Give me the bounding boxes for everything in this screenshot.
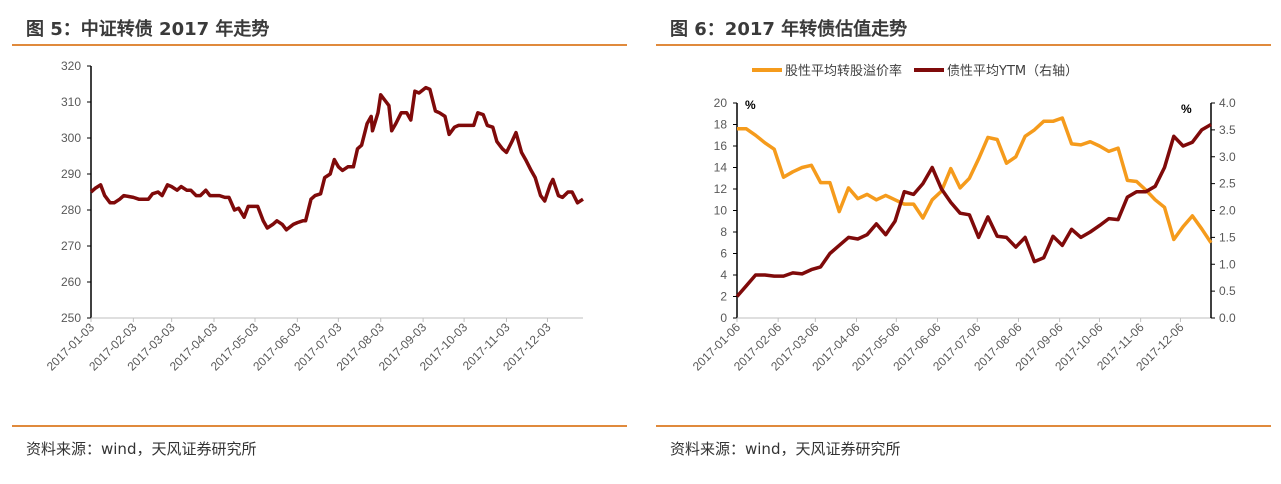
left-y-tick-label: 270	[61, 239, 81, 253]
right-y-tick-label: 2	[720, 290, 727, 304]
right-series-line-left	[737, 116, 1213, 244]
source-note-right: 资料来源：wind，天风证券研究所	[670, 440, 901, 458]
right-y2-tick-label: 2.5	[1219, 177, 1236, 191]
right-y-tick-label: 16	[714, 139, 728, 153]
left-y-tick-label: 280	[61, 203, 81, 217]
chart-title-left: 图 5：中证转债 2017 年走势	[26, 19, 270, 40]
right-y2-tick-label: 1.5	[1219, 230, 1236, 244]
left-y-tick-label: 290	[61, 167, 81, 181]
left-y-tick-label: 260	[61, 275, 81, 289]
footer-divider-right	[656, 425, 1271, 427]
right-y-tick-label: 4	[720, 268, 727, 282]
right-y-tick-label: 20	[714, 96, 728, 110]
right-y-tick-label: 14	[714, 161, 728, 175]
right-y-tick-label: 10	[714, 204, 728, 218]
right-legend-label: 债性平均YTM（右轴）	[947, 64, 1078, 79]
left-y-tick-label: 310	[61, 95, 81, 109]
right-y-tick-label: 0	[720, 311, 727, 325]
right-y2-tick-label: 0.5	[1219, 284, 1236, 298]
right-y-tick-label: 8	[720, 225, 727, 239]
right-y2-unit-label: %	[1181, 102, 1192, 116]
left-y-tick-label: 320	[61, 59, 81, 73]
right-y2-tick-label: 3.0	[1219, 150, 1236, 164]
right-y2-tick-label: 1.0	[1219, 257, 1236, 271]
title-divider-right	[656, 44, 1271, 46]
footer-divider-left	[12, 425, 627, 427]
right-y-tick-label: 6	[720, 247, 727, 261]
right-legend-label: 股性平均转股溢价率	[785, 63, 902, 79]
right-series-line-right	[735, 122, 1212, 298]
right-y2-tick-label: 4.0	[1219, 96, 1236, 110]
right-y2-tick-label: 2.0	[1219, 204, 1236, 218]
right-y2-tick-label: 3.5	[1219, 123, 1236, 137]
left-y-tick-label: 300	[61, 131, 81, 145]
left-series-line	[89, 85, 584, 232]
left-y-tick-label: 250	[61, 311, 81, 325]
chart-title-right: 图 6：2017 年转债估值走势	[670, 19, 908, 40]
right-y-unit-label: %	[745, 98, 756, 112]
source-note-left: 资料来源：wind，天风证券研究所	[26, 440, 257, 458]
right-y2-tick-label: 0.0	[1219, 311, 1236, 325]
right-y-tick-label: 12	[714, 182, 728, 196]
title-divider-left	[12, 44, 627, 46]
right-y-tick-label: 18	[714, 118, 728, 132]
